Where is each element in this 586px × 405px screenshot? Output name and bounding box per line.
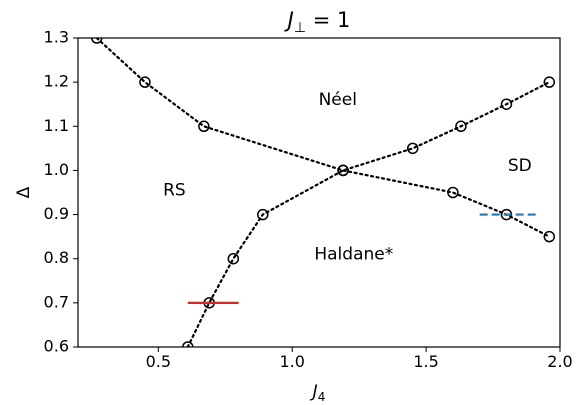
y-tick-label: 1.0 [44,160,69,179]
series-2-point [182,341,194,347]
series-2-point [543,76,556,88]
series-2-point [455,120,467,133]
y-tick-label: 0.9 [44,204,69,223]
series-2-point [500,98,513,110]
series-2-point [406,142,419,155]
plot-frame [77,37,561,348]
y-tick-label: 1.3 [44,28,69,47]
series-1-point [198,120,210,133]
plot-content: Néel SD RS Haldane* [90,38,556,347]
region-label: Néel [319,90,357,110]
region-label: RS [163,180,186,200]
y-tick-label: 0.6 [44,337,69,356]
series-1-point [543,230,556,243]
region-label: Haldane* [314,244,393,264]
x-tick-label: 1.5 [413,352,438,371]
series-2-point [257,208,269,221]
x-tick-label: 0.5 [146,352,171,371]
axes-layer: 0.5 1.0 1.5 2.0 0.6 0.7 0.8 0.9 1.0 1.1 1.2 1.3 J4 Δ J… [14,8,573,404]
series-1-line [95,38,551,238]
series-2-point [337,164,349,177]
series-1-point [90,38,103,44]
series-2-point [227,252,240,265]
series-1-point [447,186,459,199]
y-tick-label: 1.2 [44,72,69,91]
series-1-point [139,76,151,88]
series-2-line [186,81,551,347]
chart-title: J⊥ = 1 [284,8,351,36]
x-tick-label: 2.0 [547,352,572,371]
y-axis-title: Δ [14,186,34,198]
region-label: SD [508,156,532,176]
y-tick-label: 0.7 [44,292,69,311]
x-axis-title: J4 [310,382,326,404]
x-tick-label: 1.0 [279,352,304,371]
y-tick-label: 0.8 [44,248,69,267]
y-tick-label: 1.1 [44,116,69,135]
